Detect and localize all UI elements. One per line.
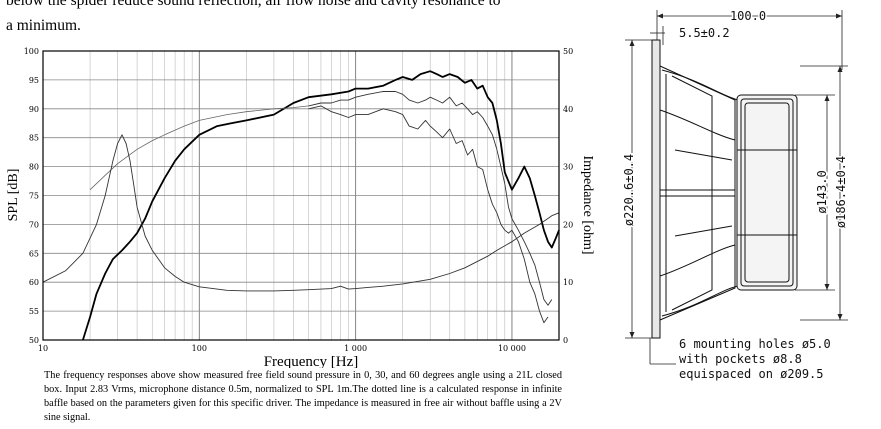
y-tick-label: 90 [29,105,39,114]
dim-flange: 5.5±0.2 [679,26,730,40]
dim-cutout-diameter: ø186.4±0.4 [834,156,848,228]
y-tick-label: 80 [29,163,39,172]
y-axis-label: SPL [dB] [6,169,21,222]
y-tick-label: 65 [29,249,39,258]
figure-caption: The frequency responses above show measu… [44,370,562,423]
mounting-note-line-2: with pockets ø8.8 [679,352,802,366]
y-tick-label: 70 [29,220,39,229]
plot-frame [42,50,560,341]
x-tick-label: 10 [38,344,48,353]
y-tick-label: 75 [29,192,39,201]
series-line-5 [42,134,560,292]
x-tick-label: 100 [192,344,207,353]
y-tick-label: 50 [29,336,39,345]
y2-tick-label: 20 [563,220,573,229]
y-tick-label: 95 [29,76,39,85]
dim-magnet-diameter: ø143.0 [815,170,829,213]
intro-line-1: below the spider reduce sound reflection… [6,0,501,9]
y2-tick-label: 10 [563,278,573,287]
mounting-note-line-3: equispaced on ø209.5 [679,367,824,381]
y-tick-label: 100 [24,47,39,56]
mounting-note: 6 mounting holes ø5.0 with pockets ø8.8 … [679,337,831,382]
series-line-3 [308,105,549,324]
y-tick-label: 55 [29,307,39,316]
chart-grid [42,50,560,341]
series-line-1 [82,70,560,341]
dim-total-depth: 100.0 [730,9,766,23]
frequency-response-chart: 10 100 1 000 10 000 50 55 60 65 70 75 80 85 90 95 100 0… [6,47,595,368]
series-line-2 [308,91,553,306]
y2-tick-label: 30 [563,163,573,172]
dim-outer-diameter: ø220.6±0.4 [622,154,636,226]
y-tick-label: 85 [29,134,39,143]
series-line-4 [89,105,309,190]
y2-tick-label: 40 [563,105,573,114]
chart-series [42,70,560,341]
y2-tick-label: 50 [563,47,573,56]
intro-line-2: a minimum. [6,17,81,34]
x-axis-label: Frequency [Hz] [264,354,359,368]
x-tick-label: 10 000 [498,344,526,353]
x-tick-label: 1 000 [344,344,367,353]
chart-ticks: 10 100 1 000 10 000 50 55 60 65 70 75 80 85 90 95 100 0… [24,47,573,353]
driver-technical-drawing: 100.0 5.5±0.2 ø220.6±0.4 ø143.0 ø186.4±0… [621,8,850,365]
y-tick-label: 60 [29,278,39,287]
y2-axis-label: Impedance [ohm] [580,155,595,254]
y2-tick-label: 0 [563,336,568,345]
mounting-note-line-1: 6 mounting holes ø5.0 [679,337,831,351]
